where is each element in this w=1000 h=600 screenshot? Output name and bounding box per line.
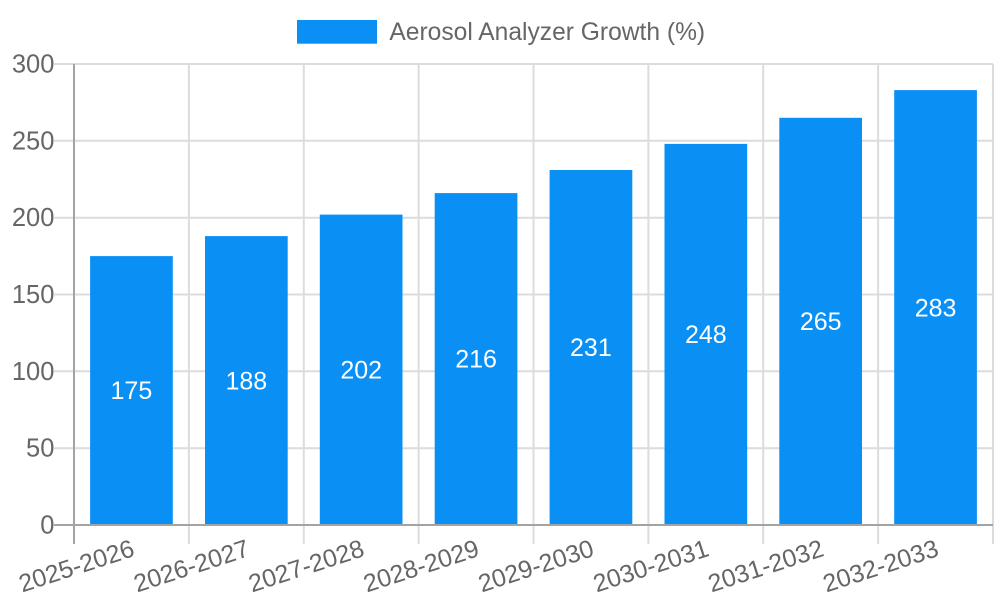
svg-text:202: 202	[340, 357, 382, 385]
svg-text:250: 250	[12, 127, 55, 155]
svg-text:2029-2030: 2029-2030	[475, 535, 597, 599]
svg-text:2027-2028: 2027-2028	[245, 535, 367, 599]
svg-text:283: 283	[915, 294, 957, 322]
svg-text:100: 100	[12, 358, 55, 386]
svg-text:200: 200	[12, 204, 55, 232]
svg-text:2030-2031: 2030-2031	[590, 535, 712, 599]
svg-text:150: 150	[12, 281, 55, 309]
svg-text:265: 265	[800, 308, 842, 336]
svg-text:248: 248	[685, 321, 727, 349]
svg-text:2032-2033: 2032-2033	[820, 535, 942, 599]
svg-text:300: 300	[12, 51, 55, 79]
svg-text:188: 188	[225, 367, 267, 395]
svg-text:0: 0	[40, 512, 54, 540]
svg-text:Aerosol Analyzer Growth (%): Aerosol Analyzer Growth (%)	[389, 19, 705, 46]
svg-text:2031-2032: 2031-2032	[705, 535, 827, 599]
svg-text:50: 50	[26, 435, 54, 463]
svg-text:231: 231	[570, 334, 612, 362]
svg-text:2028-2029: 2028-2029	[360, 535, 482, 599]
svg-text:175: 175	[111, 377, 153, 405]
svg-text:2025-2026: 2025-2026	[15, 535, 137, 599]
svg-text:216: 216	[455, 346, 497, 374]
svg-text:2026-2027: 2026-2027	[130, 535, 252, 599]
